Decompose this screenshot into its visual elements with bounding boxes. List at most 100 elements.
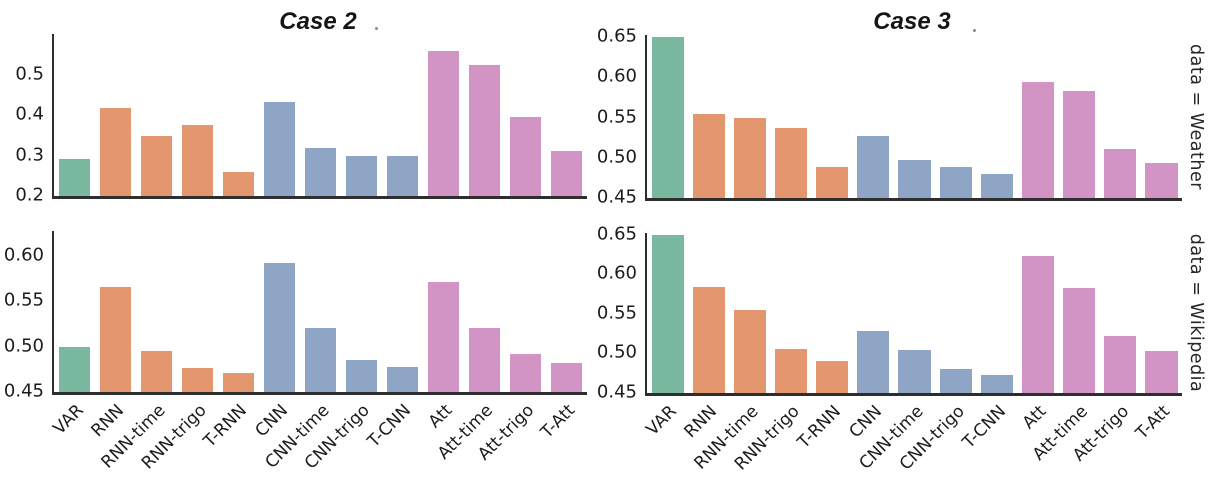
bars-area [647, 233, 1182, 393]
y-tick-label: 0.65 [596, 223, 637, 245]
bar-T-CNN [386, 156, 419, 196]
bar-T-RNN [816, 361, 849, 393]
y-tick-label: 0.45 [596, 186, 637, 208]
bar-slot [505, 231, 546, 392]
x-tick-label-T-RNN: T-RNN [793, 401, 845, 453]
bar-slot [729, 35, 770, 198]
bar-CNN-time [304, 327, 337, 392]
bar-VAR [651, 37, 684, 198]
bar-CNN-trigo [939, 167, 972, 198]
bar-Att [427, 282, 460, 392]
bar-CNN [857, 136, 890, 198]
bar-T-RNN [222, 372, 255, 392]
bar-slot [935, 35, 976, 198]
y-tick-label: 0.45 [596, 381, 637, 403]
bar-slot [300, 34, 341, 196]
bar-slot [1100, 35, 1141, 198]
y-tick-label: 0.55 [3, 289, 44, 311]
facet-row-label-wikipedia: data = Wikipedia [1186, 233, 1206, 393]
chart-case2-weather: 0.2 0.3 0.4 0.5 [15, 34, 587, 204]
bar-slot [54, 34, 95, 196]
bar-slot [976, 233, 1017, 393]
y-tick-label: 0.55 [596, 302, 637, 324]
x-tick-label-T-CNN: T-CNN [364, 400, 416, 452]
bars-area [54, 231, 587, 392]
bar-RNN-time [733, 310, 766, 393]
bar-T-Att [1145, 351, 1178, 393]
chart-case2-wikipedia: 0.45 0.50 0.55 0.60 VAR RNN RNN-time RNN-trigo T… [4, 231, 587, 473]
bar-slot [1141, 233, 1182, 393]
bar-RNN [99, 107, 132, 196]
bar-slot [1017, 233, 1058, 393]
bar-T-Att [1145, 162, 1178, 198]
chart-case3-weather: 0.45 0.50 0.55 0.60 0.65 [597, 27, 1182, 206]
bar-CNN-time [898, 160, 931, 198]
column-title-case2: Case 2 [279, 8, 357, 35]
bar-VAR [651, 234, 684, 393]
bar-VAR [58, 158, 91, 196]
bar-slot [300, 231, 341, 392]
bar-slot [853, 233, 894, 393]
bar-Att-trigo [1104, 148, 1137, 198]
bar-slot [894, 35, 935, 198]
bar-slot [423, 34, 464, 196]
bar-Att [1021, 82, 1055, 198]
y-tick-label: 0.5 [15, 63, 44, 85]
bar-slot [853, 35, 894, 198]
bar-slot [546, 231, 587, 392]
bar-slot [177, 231, 218, 392]
y-tick-label: 0.50 [3, 335, 44, 357]
bar-slot [935, 233, 976, 393]
bar-slot [688, 35, 729, 198]
x-tick-label-T-CNN: T-CNN [958, 401, 1010, 453]
y-tick-label: 0.60 [596, 263, 637, 285]
bar-CNN [263, 263, 296, 392]
bar-Att-trigo [1104, 336, 1137, 393]
bar-slot [647, 35, 688, 198]
bar-slot [54, 231, 95, 392]
bar-T-CNN [980, 374, 1013, 393]
x-tick-label-T-Att: T-Att [1132, 401, 1175, 444]
bar-RNN [692, 287, 725, 393]
y-tick-label: 0.50 [596, 342, 637, 364]
bar-Att-time [468, 64, 501, 196]
y-tick-label: 0.60 [596, 65, 637, 87]
bar-slot [894, 233, 935, 393]
bar-Att-time [1063, 287, 1096, 393]
bar-RNN-trigo [181, 124, 214, 196]
bar-slot [1017, 35, 1058, 198]
y-tick-label: 0.45 [3, 380, 44, 402]
x-tick-label-T-RNN: T-RNN [200, 400, 252, 452]
stray-dot-artifact [375, 27, 378, 30]
bar-slot [464, 231, 505, 392]
bar-slot [688, 233, 729, 393]
bar-slot [1141, 35, 1182, 198]
bar-RNN-time [140, 136, 173, 196]
bar-RNN-trigo [775, 348, 808, 393]
bar-RNN-trigo [181, 367, 214, 392]
bar-slot [259, 231, 300, 392]
bar-Att-trigo [509, 117, 542, 196]
bar-T-CNN [980, 173, 1013, 198]
bar-VAR [58, 346, 91, 392]
bar-Att-time [1063, 90, 1096, 198]
bar-Att [1021, 256, 1055, 393]
bar-RNN [99, 286, 132, 392]
bar-Att-time [468, 327, 501, 392]
bar-slot [976, 35, 1017, 198]
bar-slot [770, 35, 811, 198]
bar-slot [382, 34, 423, 196]
bar-slot [647, 233, 688, 393]
stray-dot-artifact [973, 29, 976, 32]
bar-slot [259, 34, 300, 196]
y-tick-label: 0.2 [15, 184, 44, 206]
bar-slot [177, 34, 218, 196]
x-tick-label-Att: Att [424, 400, 457, 433]
bar-slot [1059, 233, 1100, 393]
bar-slot [218, 231, 259, 392]
bar-slot [136, 231, 177, 392]
bar-slot [95, 231, 136, 392]
y-tick-label: 0.60 [3, 244, 44, 266]
y-tick-label: 0.55 [596, 106, 637, 128]
